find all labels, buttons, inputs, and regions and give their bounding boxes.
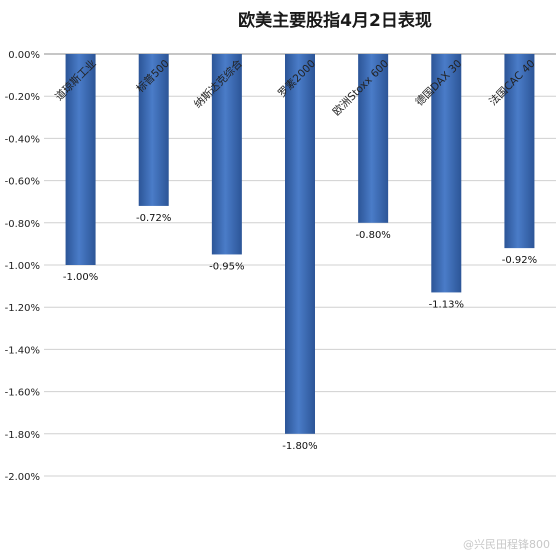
y-tick-label: -0.60%: [5, 177, 40, 188]
data-label: -0.80%: [355, 230, 390, 241]
data-label: -1.80%: [282, 441, 317, 452]
data-labels: -1.00% -0.72% -0.95% -1.80% -0.80% -1.13% -0.9…: [63, 213, 537, 452]
y-tick-label: 0.00%: [8, 50, 40, 61]
y-tick-label: -1.00%: [5, 261, 40, 272]
bars: [65, 54, 535, 434]
y-tick-label: -0.40%: [5, 134, 40, 145]
bar: [285, 54, 315, 434]
y-tick-label: -1.60%: [5, 388, 40, 399]
y-axis-ticks: 0.00% -0.20% -0.40% -0.60% -0.80% -1.00% -1.20…: [5, 50, 40, 483]
data-label: -0.72%: [136, 213, 171, 224]
bar: [504, 54, 535, 249]
y-tick-label: -1.80%: [5, 430, 40, 441]
y-tick-label: -1.40%: [5, 345, 40, 356]
data-label: -0.95%: [209, 261, 244, 272]
bar: [138, 54, 169, 206]
y-tick-label: -0.20%: [5, 92, 40, 103]
bar: [65, 54, 96, 265]
data-label: -1.00%: [63, 272, 98, 283]
y-tick-label: -1.20%: [5, 303, 40, 314]
y-tick-label: -2.00%: [5, 472, 40, 483]
chart-title: 欧美主要股指4月2日表现: [238, 10, 432, 31]
data-label: -0.92%: [502, 255, 537, 266]
data-label: -1.13%: [429, 299, 464, 310]
bar: [431, 54, 462, 293]
bar: [358, 54, 389, 223]
watermark: @兴民田程锋800: [463, 538, 550, 551]
y-tick-label: -0.80%: [5, 219, 40, 230]
bar: [211, 54, 242, 255]
